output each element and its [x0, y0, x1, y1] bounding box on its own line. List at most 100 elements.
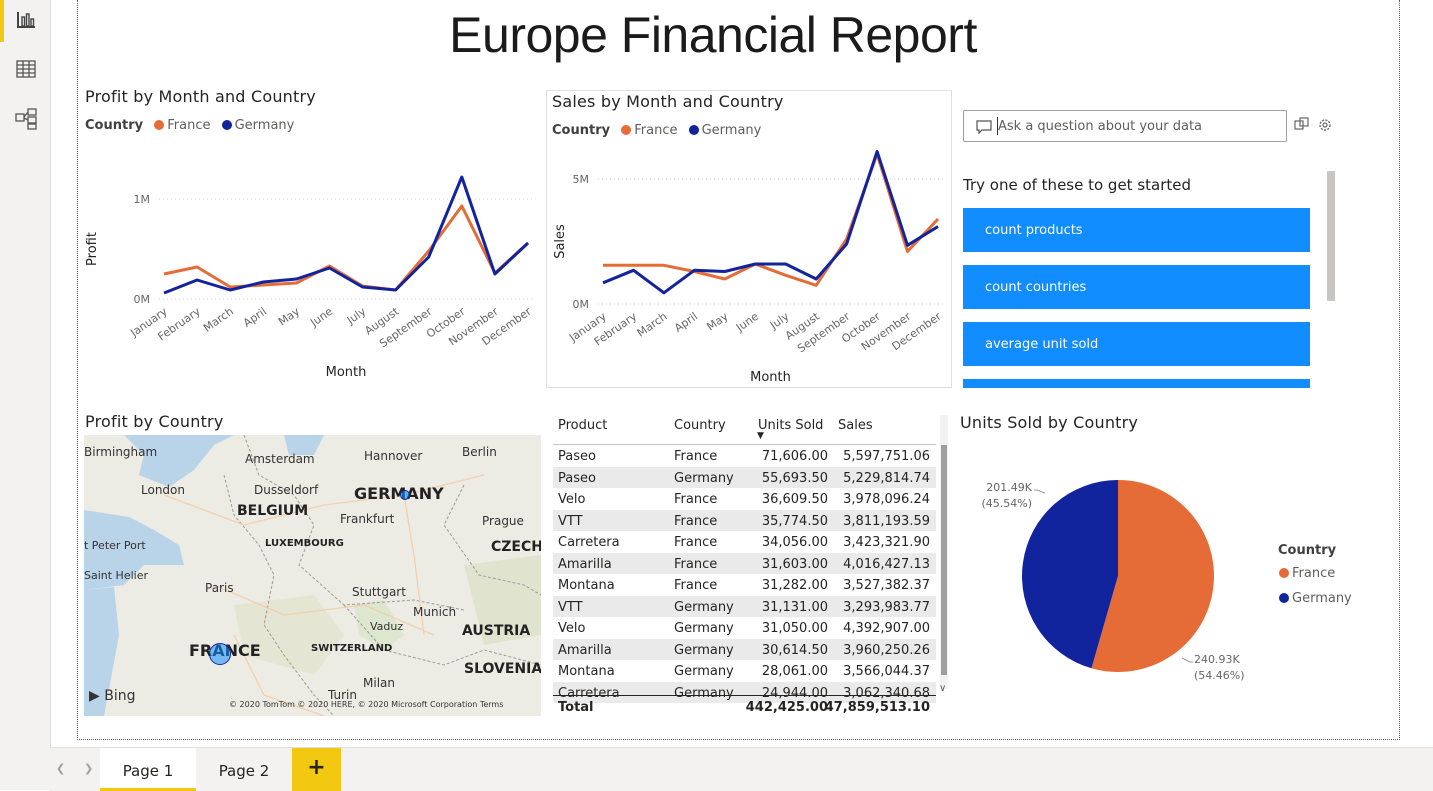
col-header[interactable]: Product [558, 418, 608, 433]
legend-france: France [167, 118, 211, 133]
qna-scrollbar[interactable] [1327, 171, 1335, 301]
map-label: LUXEMBOURG [265, 538, 344, 549]
table-row[interactable]: Carretera France 34,056.00 3,423,321.90 [553, 531, 936, 552]
cell-units: 28,061.00 [761, 664, 828, 679]
cell-sales: 3,811,193.59 [843, 513, 930, 529]
map-label: Stuttgart [352, 585, 406, 599]
units-pie-chart[interactable]: 240.93K (54.46%) 201.49K (45.54%) [960, 440, 1250, 710]
legend-germany-label: Germany [1292, 591, 1352, 606]
map-title: Profit by Country [85, 412, 224, 431]
cell-country: Germany [674, 685, 734, 701]
table-row[interactable]: Velo Germany 31,050.00 4,392,907.00 [553, 617, 936, 638]
cell-sales: 3,566,044.37 [843, 664, 930, 679]
suggestion-button[interactable]: count countries [963, 265, 1310, 309]
y-tick-label: 5M [573, 173, 590, 186]
text-cursor [997, 117, 998, 135]
y-tick-label: 0M [573, 298, 590, 311]
table-row[interactable]: VTT France 35,774.50 3,811,193.59 [553, 509, 936, 531]
model-view-icon[interactable] [14, 107, 38, 131]
col-header[interactable]: Units Sold [758, 418, 824, 433]
map-label: Munich [413, 605, 457, 619]
col-header[interactable]: Sales [838, 418, 873, 433]
map-label: Paris [205, 581, 234, 595]
add-page-button[interactable]: + [292, 748, 341, 791]
legend-title: Country [85, 118, 144, 133]
cell-country: France [674, 578, 718, 593]
qna-input[interactable]: Ask a question about your data [963, 110, 1287, 142]
cell-product: VTT [558, 513, 583, 529]
suggestion-button[interactable]: average unit sold [963, 322, 1310, 366]
cell-sales: 3,062,340.68 [843, 685, 930, 701]
map-bubble-germany[interactable] [400, 490, 410, 500]
tab-page-1[interactable]: Page 1 [100, 748, 196, 791]
scroll-right-icon[interactable]: ❯ [84, 762, 94, 775]
map-copyright[interactable]: © 2020 TomTom © 2020 HERE, © 2020 Micros… [229, 700, 504, 709]
table-total-row: Total 442,425.00 47,859,513.10 [553, 695, 936, 718]
bing-text: Bing [104, 688, 136, 704]
pie-slice-germany[interactable] [1021, 480, 1118, 669]
tab-page-2[interactable]: Page 2 [218, 762, 270, 780]
table-row[interactable]: Carretera Germany 24,944.00 3,062,340.68 [553, 681, 936, 703]
cell-product: Montana [558, 578, 615, 593]
table-scrollbar-thumb[interactable] [941, 445, 947, 675]
cell-sales: 3,978,096.24 [843, 492, 930, 507]
col-header[interactable]: Country [674, 418, 726, 433]
series-line-germany[interactable] [602, 150, 939, 295]
y-tick-label: 0M [134, 293, 151, 306]
gear-icon[interactable] [1317, 117, 1333, 137]
cell-country: France [674, 513, 718, 529]
legend-dot-germany [1279, 593, 1289, 603]
data-view-icon[interactable] [14, 57, 38, 81]
report-view-icon[interactable] [14, 8, 38, 32]
cell-country: France [674, 449, 718, 464]
total-units: 442,425.00 [745, 700, 828, 715]
cell-country: France [674, 556, 718, 572]
cell-sales: 3,960,250.26 [843, 642, 930, 658]
map-label: t Peter Port [84, 539, 146, 552]
table-row[interactable]: VTT Germany 31,131.00 3,293,983.77 [553, 595, 936, 617]
map-label: CZECHI [491, 539, 541, 555]
series-line-germany[interactable] [163, 175, 530, 295]
y-tick-label: 1M [134, 193, 151, 206]
table-row[interactable]: Montana Germany 28,061.00 3,566,044.37 [553, 660, 936, 681]
cell-product: Paseo [558, 470, 596, 486]
series-line-france[interactable] [603, 152, 940, 287]
legend-dot-germany [221, 120, 232, 130]
table-row[interactable]: Velo France 36,609.50 3,978,096.24 [553, 488, 936, 509]
x-tick-label: June [307, 305, 335, 330]
x-axis-label: Month [326, 365, 367, 380]
cell-country: Germany [674, 621, 734, 636]
profit-map[interactable]: Birmingham London Amsterdam Hannover Ber… [84, 435, 541, 716]
qna-convert-icon[interactable] [1294, 117, 1310, 137]
table-scrollbar-track[interactable] [940, 415, 948, 689]
cell-units: 55,693.50 [761, 470, 828, 486]
cell-units: 24,944.00 [761, 685, 828, 701]
scroll-down-icon[interactable]: ∨ [939, 683, 947, 694]
map-label: Frankfurt [340, 512, 395, 526]
table-row[interactable]: Paseo Germany 55,693.50 5,229,814.74 [553, 466, 936, 488]
suggestion-button[interactable]: count products [963, 208, 1310, 252]
qna-prompt: Try one of these to get started [963, 176, 1192, 194]
table-row[interactable]: Paseo France 71,606.00 5,597,751.06 [553, 445, 936, 466]
cell-sales: 3,423,321.90 [843, 535, 930, 550]
map-background [84, 435, 541, 716]
table-row[interactable]: Montana France 31,282.00 3,527,382.37 [553, 574, 936, 595]
cell-units: 31,282.00 [761, 578, 828, 593]
pie-slice-france[interactable] [1091, 480, 1214, 672]
map-label: Dusseldorf [254, 483, 319, 497]
map-label: GERMANY [354, 484, 444, 503]
pie-legend-france: France [1278, 566, 1335, 581]
scroll-left-icon[interactable]: ❮ [56, 762, 66, 775]
report-title: Europe Financial Report [449, 7, 977, 63]
legend-dot-france [154, 120, 165, 130]
table-row[interactable]: Amarilla Germany 30,614.50 3,960,250.26 [553, 638, 936, 660]
map-bubble-france[interactable] [209, 643, 231, 665]
cell-units: 35,774.50 [761, 513, 828, 529]
legend-title: Country [552, 123, 611, 138]
suggestion-button-partial[interactable] [963, 379, 1310, 388]
table-row[interactable]: Amarilla France 31,603.00 4,016,427.13 [553, 552, 936, 574]
pie-label-value: 201.49K [986, 481, 1032, 494]
cell-units: 31,603.00 [761, 556, 828, 572]
